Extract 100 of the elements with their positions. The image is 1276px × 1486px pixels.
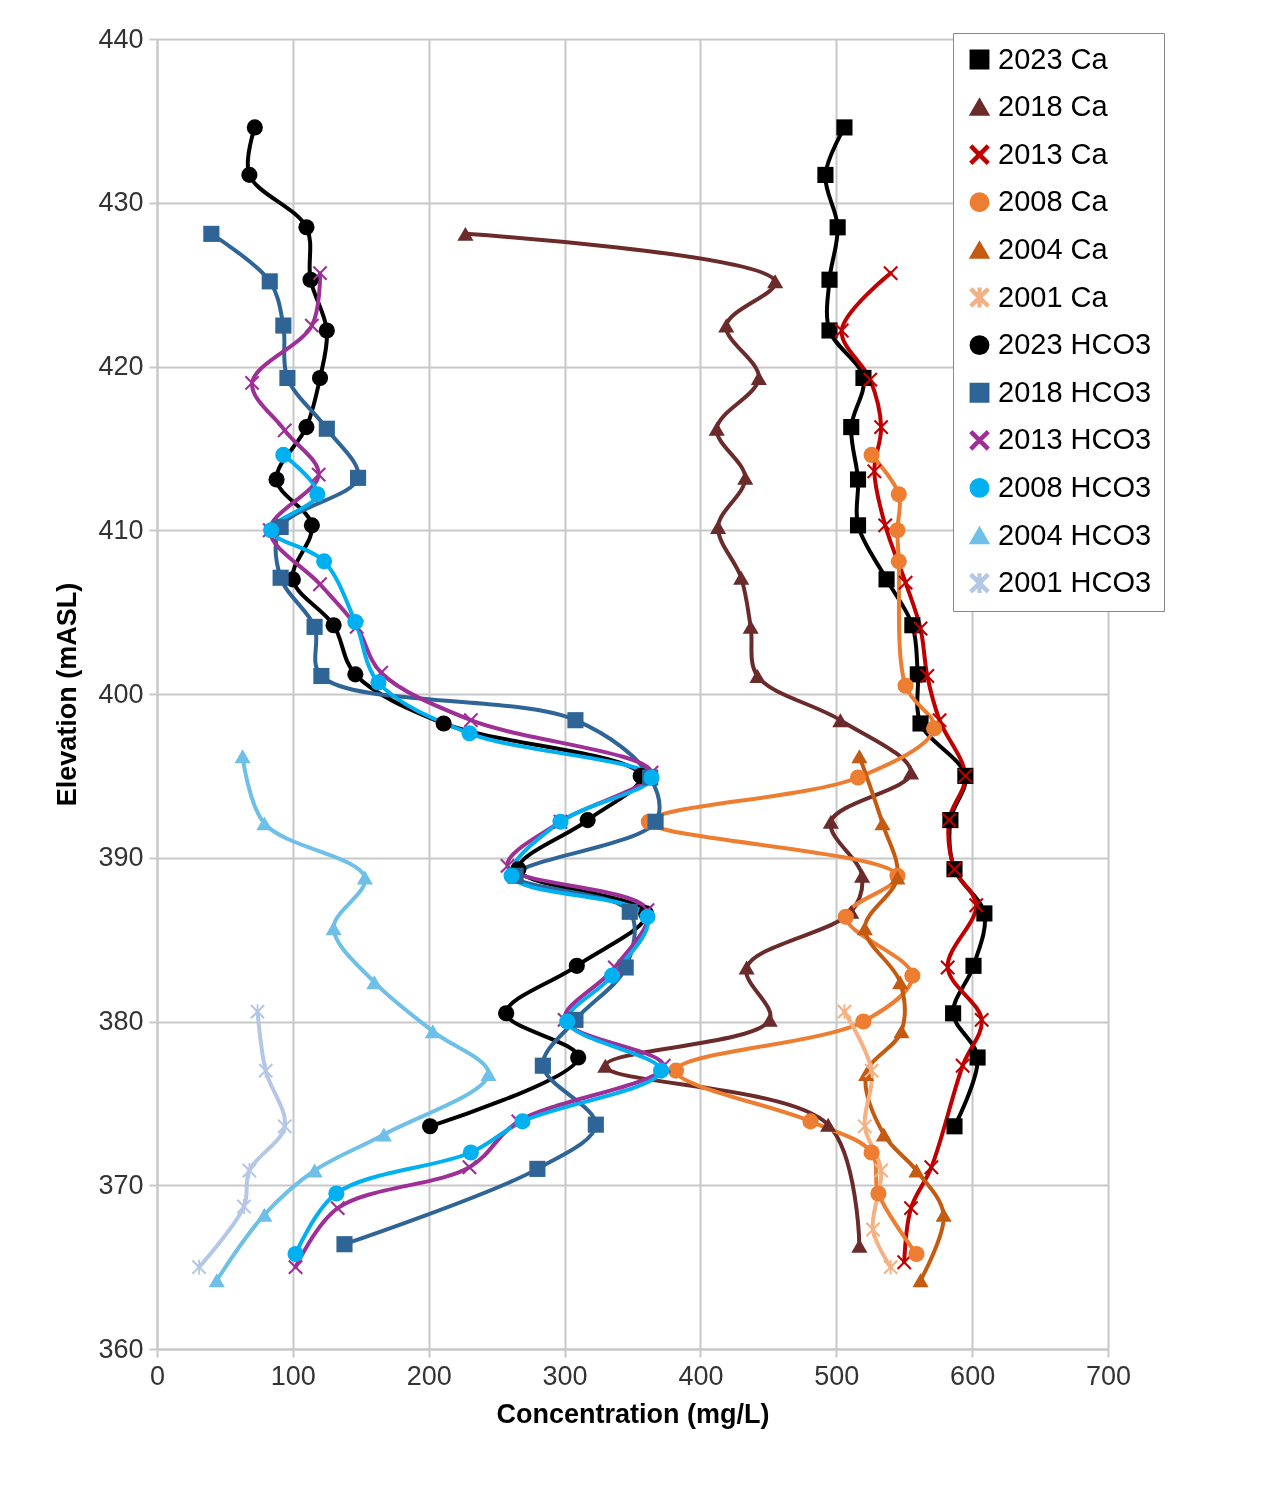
point: [976, 905, 993, 922]
point: [857, 1118, 873, 1134]
x-tick-label: 200: [406, 1360, 452, 1391]
point: [742, 619, 759, 634]
point: [955, 1058, 971, 1074]
point: [897, 677, 914, 694]
point: [256, 1207, 273, 1222]
point: [604, 967, 621, 984]
point: [667, 1062, 685, 1079]
point: [851, 749, 868, 764]
point: [843, 419, 860, 436]
point: [236, 1199, 252, 1214]
point: [832, 713, 849, 728]
point: [710, 519, 727, 534]
point: [863, 1144, 880, 1161]
point: [836, 119, 853, 136]
x-tick-label: 0: [149, 1360, 166, 1391]
point: [347, 666, 364, 683]
point: [311, 467, 327, 482]
point: [503, 867, 520, 884]
point: [890, 553, 907, 570]
legend-label: 2004 Ca: [998, 232, 1109, 265]
y-tick-label: 400: [98, 678, 144, 709]
point: [534, 1057, 551, 1074]
point: [621, 903, 638, 920]
point: [203, 225, 220, 242]
point: [514, 1113, 531, 1130]
point: [579, 812, 596, 829]
point: [288, 1259, 303, 1275]
point: [316, 553, 333, 570]
point: [336, 1236, 353, 1253]
point: [890, 486, 907, 503]
point: [375, 1127, 392, 1142]
point: [969, 1049, 986, 1066]
point: [462, 1159, 477, 1175]
point: [855, 1013, 872, 1030]
point: [802, 1113, 819, 1130]
legend-label: 2018 Ca: [998, 90, 1109, 123]
point: [873, 419, 889, 435]
point: [234, 749, 251, 764]
point: [256, 816, 273, 831]
point: [870, 1185, 887, 1202]
point: [347, 613, 364, 630]
point: [737, 470, 754, 485]
point: [821, 271, 838, 288]
point: [325, 921, 342, 936]
point: [926, 720, 943, 737]
point: [241, 166, 258, 183]
y-tick-label: 420: [98, 351, 144, 381]
point: [587, 1116, 604, 1133]
point: [896, 1254, 912, 1270]
x-tick-label: 300: [542, 1360, 588, 1391]
point: [298, 419, 315, 436]
point: [191, 1259, 207, 1275]
point: [277, 1118, 293, 1134]
point: [912, 1273, 929, 1288]
point: [312, 576, 328, 592]
point: [875, 1127, 892, 1142]
point: [750, 370, 767, 385]
point: [856, 921, 873, 936]
point: [837, 908, 854, 925]
point: [480, 1066, 497, 1081]
point: [767, 274, 784, 289]
point: [822, 814, 839, 829]
point: [325, 617, 342, 634]
point: [350, 469, 367, 486]
point: [898, 575, 913, 591]
point: [849, 471, 867, 488]
point: [312, 265, 328, 281]
point: [866, 463, 882, 479]
legend-label: 2023 Ca: [998, 42, 1109, 75]
point: [889, 522, 906, 539]
point: [568, 957, 585, 974]
point: [457, 226, 474, 241]
point: [328, 1185, 345, 1202]
x-tick-label: 100: [270, 1360, 316, 1391]
point: [902, 765, 920, 780]
legend-label: 2013 Ca: [998, 137, 1109, 170]
point: [883, 265, 899, 281]
y-tick-label: 410: [98, 514, 144, 545]
point: [903, 1200, 919, 1216]
point: [849, 517, 867, 534]
point: [738, 960, 755, 975]
point: [923, 1159, 939, 1175]
legend-label: 2004 HCO3: [998, 518, 1152, 551]
point: [559, 1013, 576, 1030]
point: [311, 369, 329, 387]
point: [968, 897, 984, 913]
point: [849, 769, 867, 786]
legend-label: 2018 HCO3: [998, 375, 1152, 408]
point: [306, 618, 323, 635]
point: [309, 486, 326, 503]
point: [241, 1163, 257, 1178]
point: [854, 868, 871, 883]
point: [718, 318, 735, 333]
point: [302, 271, 319, 288]
point: [298, 219, 315, 236]
point: [749, 669, 766, 683]
point: [904, 967, 921, 984]
point: [647, 813, 664, 830]
